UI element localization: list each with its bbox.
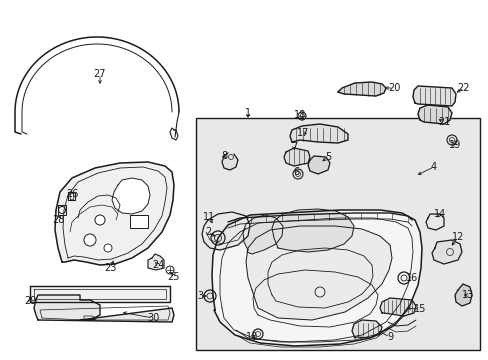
Polygon shape — [417, 105, 451, 124]
Polygon shape — [112, 178, 150, 214]
Text: 12: 12 — [451, 232, 463, 242]
Polygon shape — [454, 284, 471, 306]
Polygon shape — [222, 153, 238, 170]
Polygon shape — [55, 162, 174, 265]
Text: 20: 20 — [387, 83, 399, 93]
Text: 13: 13 — [461, 290, 473, 300]
Text: 15: 15 — [413, 304, 426, 314]
Text: 9: 9 — [386, 332, 392, 342]
Text: 7: 7 — [290, 142, 297, 152]
Polygon shape — [379, 298, 415, 316]
Polygon shape — [289, 124, 347, 143]
Polygon shape — [30, 286, 170, 302]
Polygon shape — [337, 82, 385, 96]
Text: 17: 17 — [296, 128, 308, 138]
Polygon shape — [245, 226, 391, 320]
Polygon shape — [425, 214, 443, 230]
Polygon shape — [431, 240, 461, 264]
Text: 11: 11 — [203, 212, 215, 222]
Text: 29: 29 — [24, 296, 36, 306]
Text: 30: 30 — [146, 313, 159, 323]
Polygon shape — [307, 156, 329, 174]
Bar — [196, 118, 479, 350]
Circle shape — [84, 234, 96, 246]
Polygon shape — [202, 212, 249, 250]
Text: 26: 26 — [66, 189, 78, 199]
Text: 28: 28 — [52, 215, 64, 225]
Text: 3: 3 — [197, 291, 203, 301]
Text: 22: 22 — [457, 83, 469, 93]
Polygon shape — [212, 210, 421, 346]
Text: 18: 18 — [293, 110, 305, 120]
Circle shape — [104, 244, 112, 252]
Polygon shape — [243, 215, 283, 254]
Polygon shape — [412, 86, 455, 106]
Text: 24: 24 — [151, 260, 164, 270]
Text: 25: 25 — [167, 272, 180, 282]
Polygon shape — [34, 295, 174, 322]
Text: 10: 10 — [245, 332, 258, 342]
Text: 2: 2 — [204, 227, 211, 237]
Text: 21: 21 — [437, 117, 449, 127]
Polygon shape — [148, 254, 163, 270]
Text: 6: 6 — [292, 167, 299, 177]
Circle shape — [95, 215, 105, 225]
Polygon shape — [284, 148, 309, 166]
Text: 1: 1 — [244, 108, 250, 118]
Text: 14: 14 — [433, 209, 445, 219]
Text: 4: 4 — [430, 162, 436, 172]
Polygon shape — [130, 215, 148, 228]
Text: 8: 8 — [221, 151, 226, 161]
Text: 5: 5 — [324, 152, 330, 162]
Text: 19: 19 — [448, 140, 460, 150]
Text: 16: 16 — [405, 273, 417, 283]
Polygon shape — [271, 209, 353, 252]
Text: 27: 27 — [94, 69, 106, 79]
Text: 23: 23 — [103, 263, 116, 273]
Polygon shape — [351, 320, 381, 338]
